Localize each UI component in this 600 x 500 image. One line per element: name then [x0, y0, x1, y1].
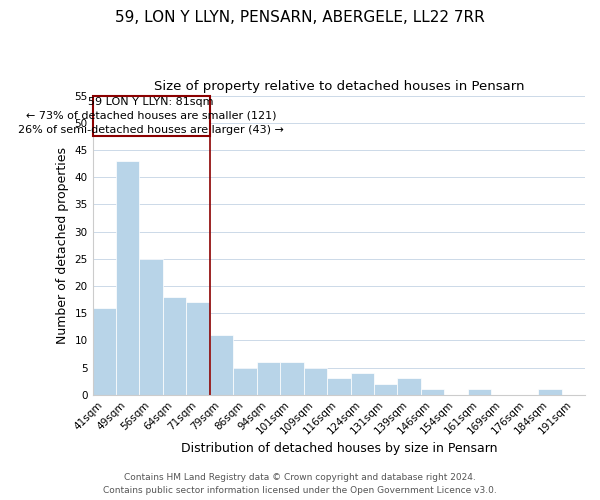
Bar [421, 390, 445, 394]
Bar [187, 302, 210, 394]
FancyBboxPatch shape [92, 96, 210, 136]
Bar [304, 368, 327, 394]
Text: 59, LON Y LLYN, PENSARN, ABERGELE, LL22 7RR: 59, LON Y LLYN, PENSARN, ABERGELE, LL22 … [115, 10, 485, 25]
Bar [397, 378, 421, 394]
Text: 59 LON Y LLYN: 81sqm
← 73% of detached houses are smaller (121)
26% of semi-deta: 59 LON Y LLYN: 81sqm ← 73% of detached h… [18, 97, 284, 135]
Bar [257, 362, 280, 394]
Bar [163, 297, 187, 394]
X-axis label: Distribution of detached houses by size in Pensarn: Distribution of detached houses by size … [181, 442, 497, 455]
Y-axis label: Number of detached properties: Number of detached properties [56, 146, 69, 344]
Bar [280, 362, 304, 394]
Bar [92, 308, 116, 394]
Bar [374, 384, 397, 394]
Bar [116, 161, 139, 394]
Bar [538, 390, 562, 394]
Bar [139, 258, 163, 394]
Bar [327, 378, 350, 394]
Bar [468, 390, 491, 394]
Bar [350, 373, 374, 394]
Bar [233, 368, 257, 394]
Title: Size of property relative to detached houses in Pensarn: Size of property relative to detached ho… [154, 80, 524, 93]
Text: Contains HM Land Registry data © Crown copyright and database right 2024.
Contai: Contains HM Land Registry data © Crown c… [103, 474, 497, 495]
Bar [210, 335, 233, 394]
